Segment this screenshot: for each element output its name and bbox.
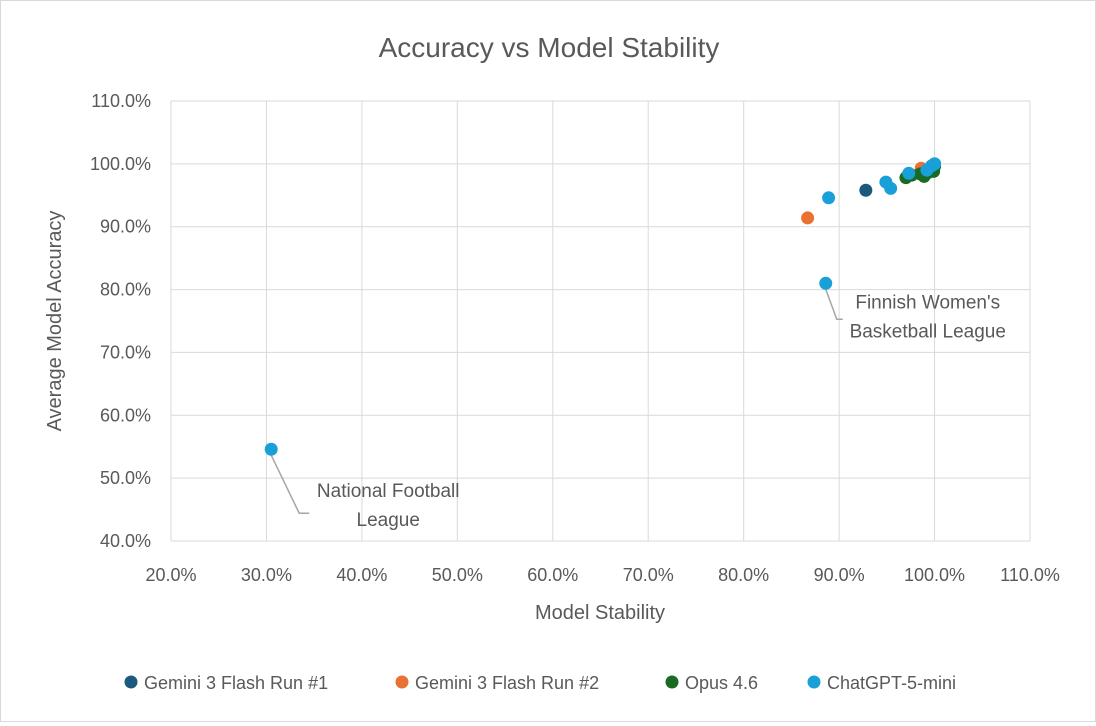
legend-marker-opus-4-6 — [665, 675, 679, 689]
y-tick-label: 90.0% — [100, 217, 151, 237]
x-tick-label: 80.0% — [718, 565, 769, 585]
chart-title: Accuracy vs Model Stability — [379, 32, 720, 63]
x-axis-ticks: 20.0% 30.0% 40.0% 50.0% 60.0% 70.0% 80.0% 90.0%… — [145, 565, 1059, 585]
legend-marker-gemini-3-flash-run-2 — [395, 675, 409, 689]
legend-label-chatgpt-5-mini: ChatGPT-5-mini — [827, 673, 956, 693]
annotation-label: League — [357, 510, 420, 531]
y-tick-label: 80.0% — [100, 280, 151, 300]
x-tick-label: 90.0% — [814, 565, 865, 585]
annotations: Finnish Women's Basketball League National… — [317, 292, 1006, 531]
y-tick-label: 50.0% — [100, 468, 151, 488]
annotation-label: Basketball League — [850, 321, 1006, 342]
x-tick-label: 50.0% — [432, 565, 483, 585]
legend-label-opus-4-6: Opus 4.6 — [685, 673, 758, 693]
x-tick-label: 30.0% — [241, 565, 292, 585]
y-tick-label: 70.0% — [100, 342, 151, 362]
x-tick-label: 40.0% — [336, 565, 387, 585]
y-axis-ticks: 40.0% 50.0% 60.0% 70.0% 80.0% 90.0% 100.0% 110.… — [90, 91, 151, 551]
point-chatgpt-5-mini — [264, 442, 278, 456]
point-chatgpt-5-mini — [819, 276, 833, 290]
y-tick-label: 110.0% — [91, 91, 151, 111]
y-tick-label: 100.0% — [90, 154, 151, 174]
point-chatgpt-5-mini — [884, 181, 898, 195]
point-chatgpt-5-mini — [902, 166, 916, 180]
x-tick-label: 70.0% — [623, 565, 674, 585]
annotation-leaders — [270, 289, 843, 514]
point-chatgpt-5-mini — [822, 191, 836, 205]
x-tick-label: 20.0% — [145, 565, 196, 585]
annotation-leader-line — [270, 454, 310, 514]
y-tick-label: 40.0% — [100, 531, 151, 551]
data-points — [264, 157, 942, 456]
annotation-label: Finnish Women's — [855, 292, 1000, 313]
point-gemini-3-flash-run-2 — [801, 211, 815, 225]
point-chatgpt-5-mini — [928, 157, 942, 171]
legend: Gemini 3 Flash Run #1 Gemini 3 Flash Run … — [124, 673, 956, 693]
legend-marker-gemini-3-flash-run-1 — [124, 675, 138, 689]
legend-marker-chatgpt-5-mini — [807, 675, 821, 689]
annotation-label: National Football — [317, 481, 460, 502]
x-axis-label: Model Stability — [535, 602, 665, 624]
legend-label-gemini-3-flash-run-1: Gemini 3 Flash Run #1 — [144, 673, 328, 693]
y-tick-label: 60.0% — [100, 405, 151, 425]
x-tick-label: 60.0% — [527, 565, 578, 585]
x-tick-label: 100.0% — [904, 565, 965, 585]
annotation-leader-line — [825, 289, 843, 321]
legend-label-gemini-3-flash-run-2: Gemini 3 Flash Run #2 — [415, 673, 599, 693]
y-axis-label: Average Model Accuracy — [44, 211, 66, 432]
gridlines — [170, 100, 1031, 542]
point-gemini-3-flash-run-1 — [859, 183, 873, 197]
x-tick-label: 110.0% — [1000, 565, 1060, 585]
